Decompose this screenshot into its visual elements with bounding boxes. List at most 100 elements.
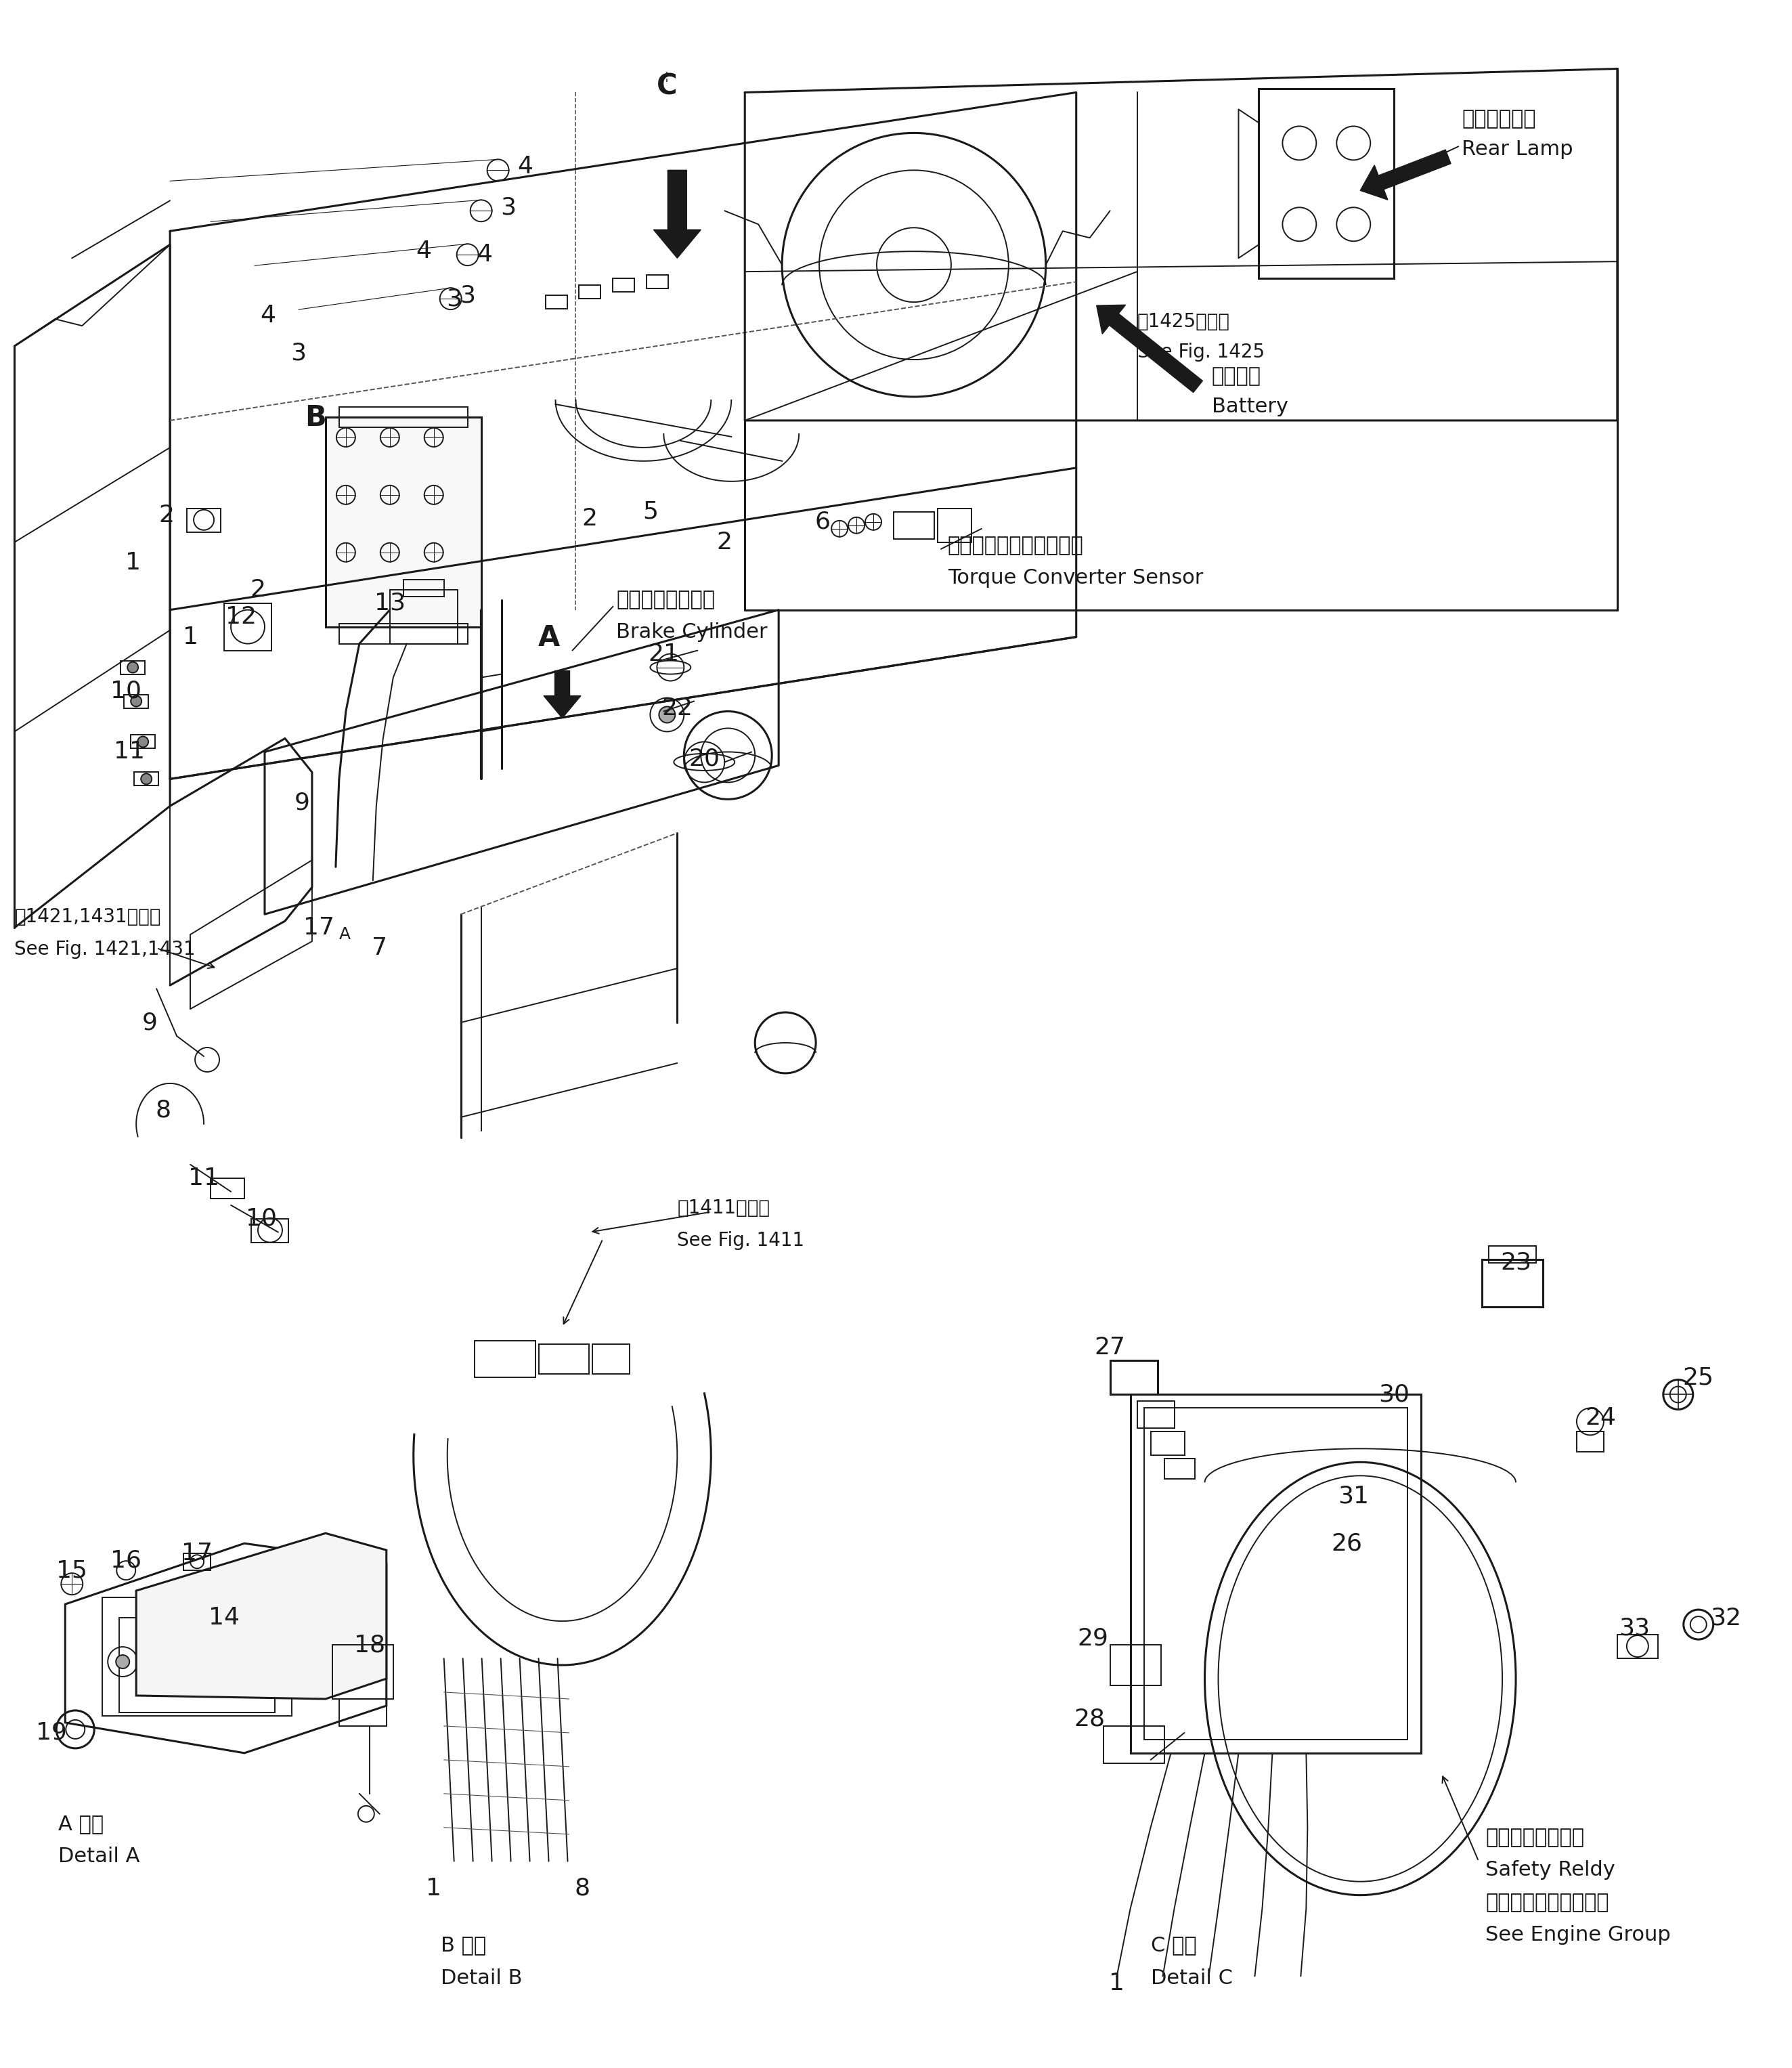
Text: エンジングループ参照: エンジングループ参照 — [1486, 1892, 1609, 1913]
Text: 3: 3 — [446, 287, 462, 310]
Text: C: C — [656, 72, 677, 101]
Text: 16: 16 — [111, 1549, 142, 1572]
Bar — [186, 509, 220, 531]
Bar — [124, 695, 149, 707]
Text: Torque Converter Sensor: Torque Converter Sensor — [948, 569, 1202, 587]
Text: 3: 3 — [290, 341, 306, 364]
Text: 19: 19 — [36, 1721, 66, 1743]
Text: バッテリ: バッテリ — [1211, 366, 1262, 387]
Bar — [183, 1553, 211, 1570]
Bar — [579, 285, 600, 298]
Text: 4: 4 — [416, 240, 432, 263]
Text: Rear Lamp: Rear Lamp — [1462, 141, 1573, 159]
Text: 4: 4 — [477, 244, 493, 267]
Bar — [131, 734, 156, 749]
Text: 6: 6 — [815, 511, 830, 534]
Bar — [224, 604, 271, 651]
Bar — [102, 1596, 292, 1716]
Text: 3: 3 — [500, 196, 516, 219]
Text: 23: 23 — [1500, 1251, 1532, 1274]
Circle shape — [659, 707, 676, 724]
Text: Detail B: Detail B — [441, 1969, 521, 1987]
Text: 4: 4 — [260, 304, 276, 327]
Text: 27: 27 — [1095, 1336, 1125, 1359]
Bar — [403, 579, 444, 596]
Bar — [937, 509, 971, 542]
Text: 1: 1 — [1109, 1971, 1125, 1994]
Text: See Fig. 1425: See Fig. 1425 — [1138, 343, 1265, 362]
Circle shape — [138, 736, 149, 747]
Text: Safety Reldy: Safety Reldy — [1486, 1859, 1615, 1880]
Text: 21: 21 — [649, 643, 679, 666]
Text: 1: 1 — [125, 550, 140, 575]
Text: See Engine Group: See Engine Group — [1486, 1925, 1670, 1944]
Polygon shape — [1097, 304, 1202, 393]
Text: ㄆ1421,1431図参照: ㄆ1421,1431図参照 — [14, 908, 161, 926]
Bar — [539, 1344, 590, 1375]
Text: 12: 12 — [226, 606, 256, 629]
Bar — [332, 1644, 392, 1700]
Bar — [894, 511, 934, 540]
Text: 2: 2 — [251, 579, 265, 602]
Text: ㄆ1411図参照: ㄆ1411図参照 — [677, 1197, 771, 1218]
Text: ブレーキシリンダ: ブレーキシリンダ — [616, 589, 715, 610]
Bar — [1489, 1245, 1536, 1264]
Text: 14: 14 — [208, 1607, 240, 1630]
Text: 8: 8 — [156, 1098, 170, 1123]
Bar — [1616, 1634, 1658, 1659]
Text: 10: 10 — [246, 1208, 278, 1230]
Text: See Fig. 1421,1431: See Fig. 1421,1431 — [14, 941, 195, 960]
Text: 3: 3 — [461, 283, 475, 306]
Text: 13: 13 — [375, 591, 405, 614]
Bar — [647, 275, 668, 290]
Bar — [1143, 1408, 1407, 1739]
Polygon shape — [136, 1532, 387, 1700]
Bar — [339, 407, 468, 428]
Text: 10: 10 — [111, 680, 142, 703]
Text: 29: 29 — [1077, 1628, 1109, 1650]
Bar — [593, 1344, 629, 1375]
Text: 1: 1 — [426, 1878, 441, 1900]
Text: 5: 5 — [642, 500, 658, 523]
Text: トルクコンバータセンサ: トルクコンバータセンサ — [948, 536, 1084, 554]
Text: 4: 4 — [518, 155, 532, 178]
Polygon shape — [328, 440, 369, 488]
Polygon shape — [543, 670, 581, 718]
Text: 17: 17 — [303, 916, 335, 939]
Bar — [339, 1700, 387, 1727]
Text: 15: 15 — [56, 1559, 88, 1582]
Text: B 詳細: B 詳細 — [441, 1936, 486, 1956]
Bar — [1482, 1259, 1543, 1307]
Bar — [545, 296, 566, 308]
Bar — [1150, 1431, 1185, 1456]
Text: 18: 18 — [353, 1634, 385, 1656]
Bar — [151, 1632, 258, 1692]
Text: Battery: Battery — [1211, 397, 1288, 416]
Bar — [391, 589, 457, 643]
Text: 20: 20 — [688, 747, 720, 769]
Text: 25: 25 — [1683, 1367, 1713, 1390]
Circle shape — [142, 773, 152, 784]
Text: 32: 32 — [1710, 1607, 1742, 1630]
Bar — [251, 1218, 289, 1243]
Text: 11: 11 — [188, 1166, 219, 1189]
Text: ㄆ1425図参照: ㄆ1425図参照 — [1138, 312, 1229, 331]
Text: Detail A: Detail A — [59, 1847, 140, 1865]
Text: 26: 26 — [1331, 1532, 1362, 1555]
Text: 22: 22 — [661, 697, 694, 720]
Text: 8: 8 — [575, 1878, 590, 1900]
Text: セーフティリレー: セーフティリレー — [1486, 1828, 1584, 1847]
Text: 2: 2 — [159, 505, 174, 527]
Circle shape — [131, 695, 142, 707]
Polygon shape — [65, 1543, 387, 1754]
Text: 1: 1 — [183, 625, 199, 649]
Text: 7: 7 — [373, 937, 387, 960]
Polygon shape — [654, 170, 701, 258]
Bar — [211, 1179, 244, 1197]
Text: C 詳細: C 詳細 — [1150, 1936, 1197, 1956]
Text: Brake Cylinder: Brake Cylinder — [616, 622, 767, 641]
Bar — [1104, 1727, 1165, 1764]
Bar — [1131, 1394, 1421, 1754]
Text: 11: 11 — [115, 740, 145, 763]
Bar — [613, 279, 634, 292]
